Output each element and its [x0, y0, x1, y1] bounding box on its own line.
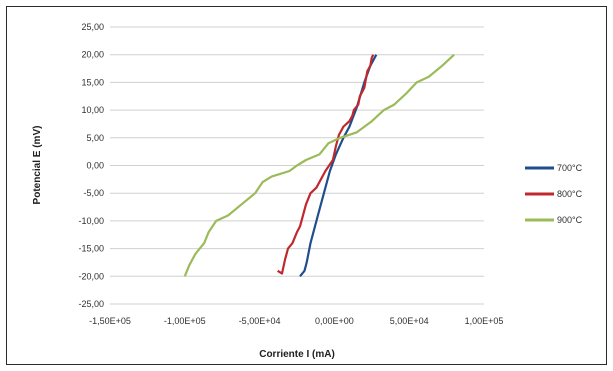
- x-tick-label: -1,00E+05: [164, 316, 206, 326]
- legend-label: 800°C: [557, 189, 583, 199]
- legend-label: 700°C: [557, 163, 583, 173]
- y-tick-label: -20,00: [78, 271, 104, 281]
- series-lines: [183, 53, 455, 277]
- x-tick-label: -1,50E+05: [89, 316, 131, 326]
- series-line: [299, 54, 378, 277]
- y-tick-label: -25,00: [78, 299, 104, 309]
- x-axis-tick-labels: -1,50E+05 -1,00E+05 -5,00E+04 0,00E+00 5,00E…: [89, 316, 503, 326]
- legend-label: 900°C: [557, 215, 583, 225]
- y-tick-label: -5,00: [83, 188, 104, 198]
- x-tick-label: -5,00E+04: [239, 316, 281, 326]
- x-tick-label: 1,00E+05: [465, 316, 504, 326]
- legend: 700°C 800°C 900°C: [525, 163, 583, 225]
- series-line: [183, 53, 455, 277]
- series-line: [277, 54, 375, 275]
- x-tick-label: 5,00E+04: [390, 316, 429, 326]
- y-tick-label: 20,00: [81, 50, 104, 60]
- x-tick-label: 0,00E+00: [315, 316, 354, 326]
- y-tick-label: 10,00: [81, 105, 104, 115]
- gridlines: [110, 26, 484, 305]
- y-tick-label: 25,00: [81, 22, 104, 32]
- y-tick-label: 0,00: [86, 161, 104, 171]
- y-tick-label: -10,00: [78, 216, 104, 226]
- y-axis-title: Potencial E (mV): [32, 126, 43, 205]
- y-tick-label: 15,00: [81, 77, 104, 87]
- y-tick-label: -15,00: [78, 244, 104, 254]
- y-tick-label: 5,00: [86, 133, 104, 143]
- y-axis-tick-labels: 25,00 20,00 15,00 10,00 5,00 0,00 -5,00 -10,00 -…: [78, 22, 104, 309]
- chart-frame: [6, 6, 607, 365]
- x-axis-title: Corriente I (mA): [259, 349, 335, 360]
